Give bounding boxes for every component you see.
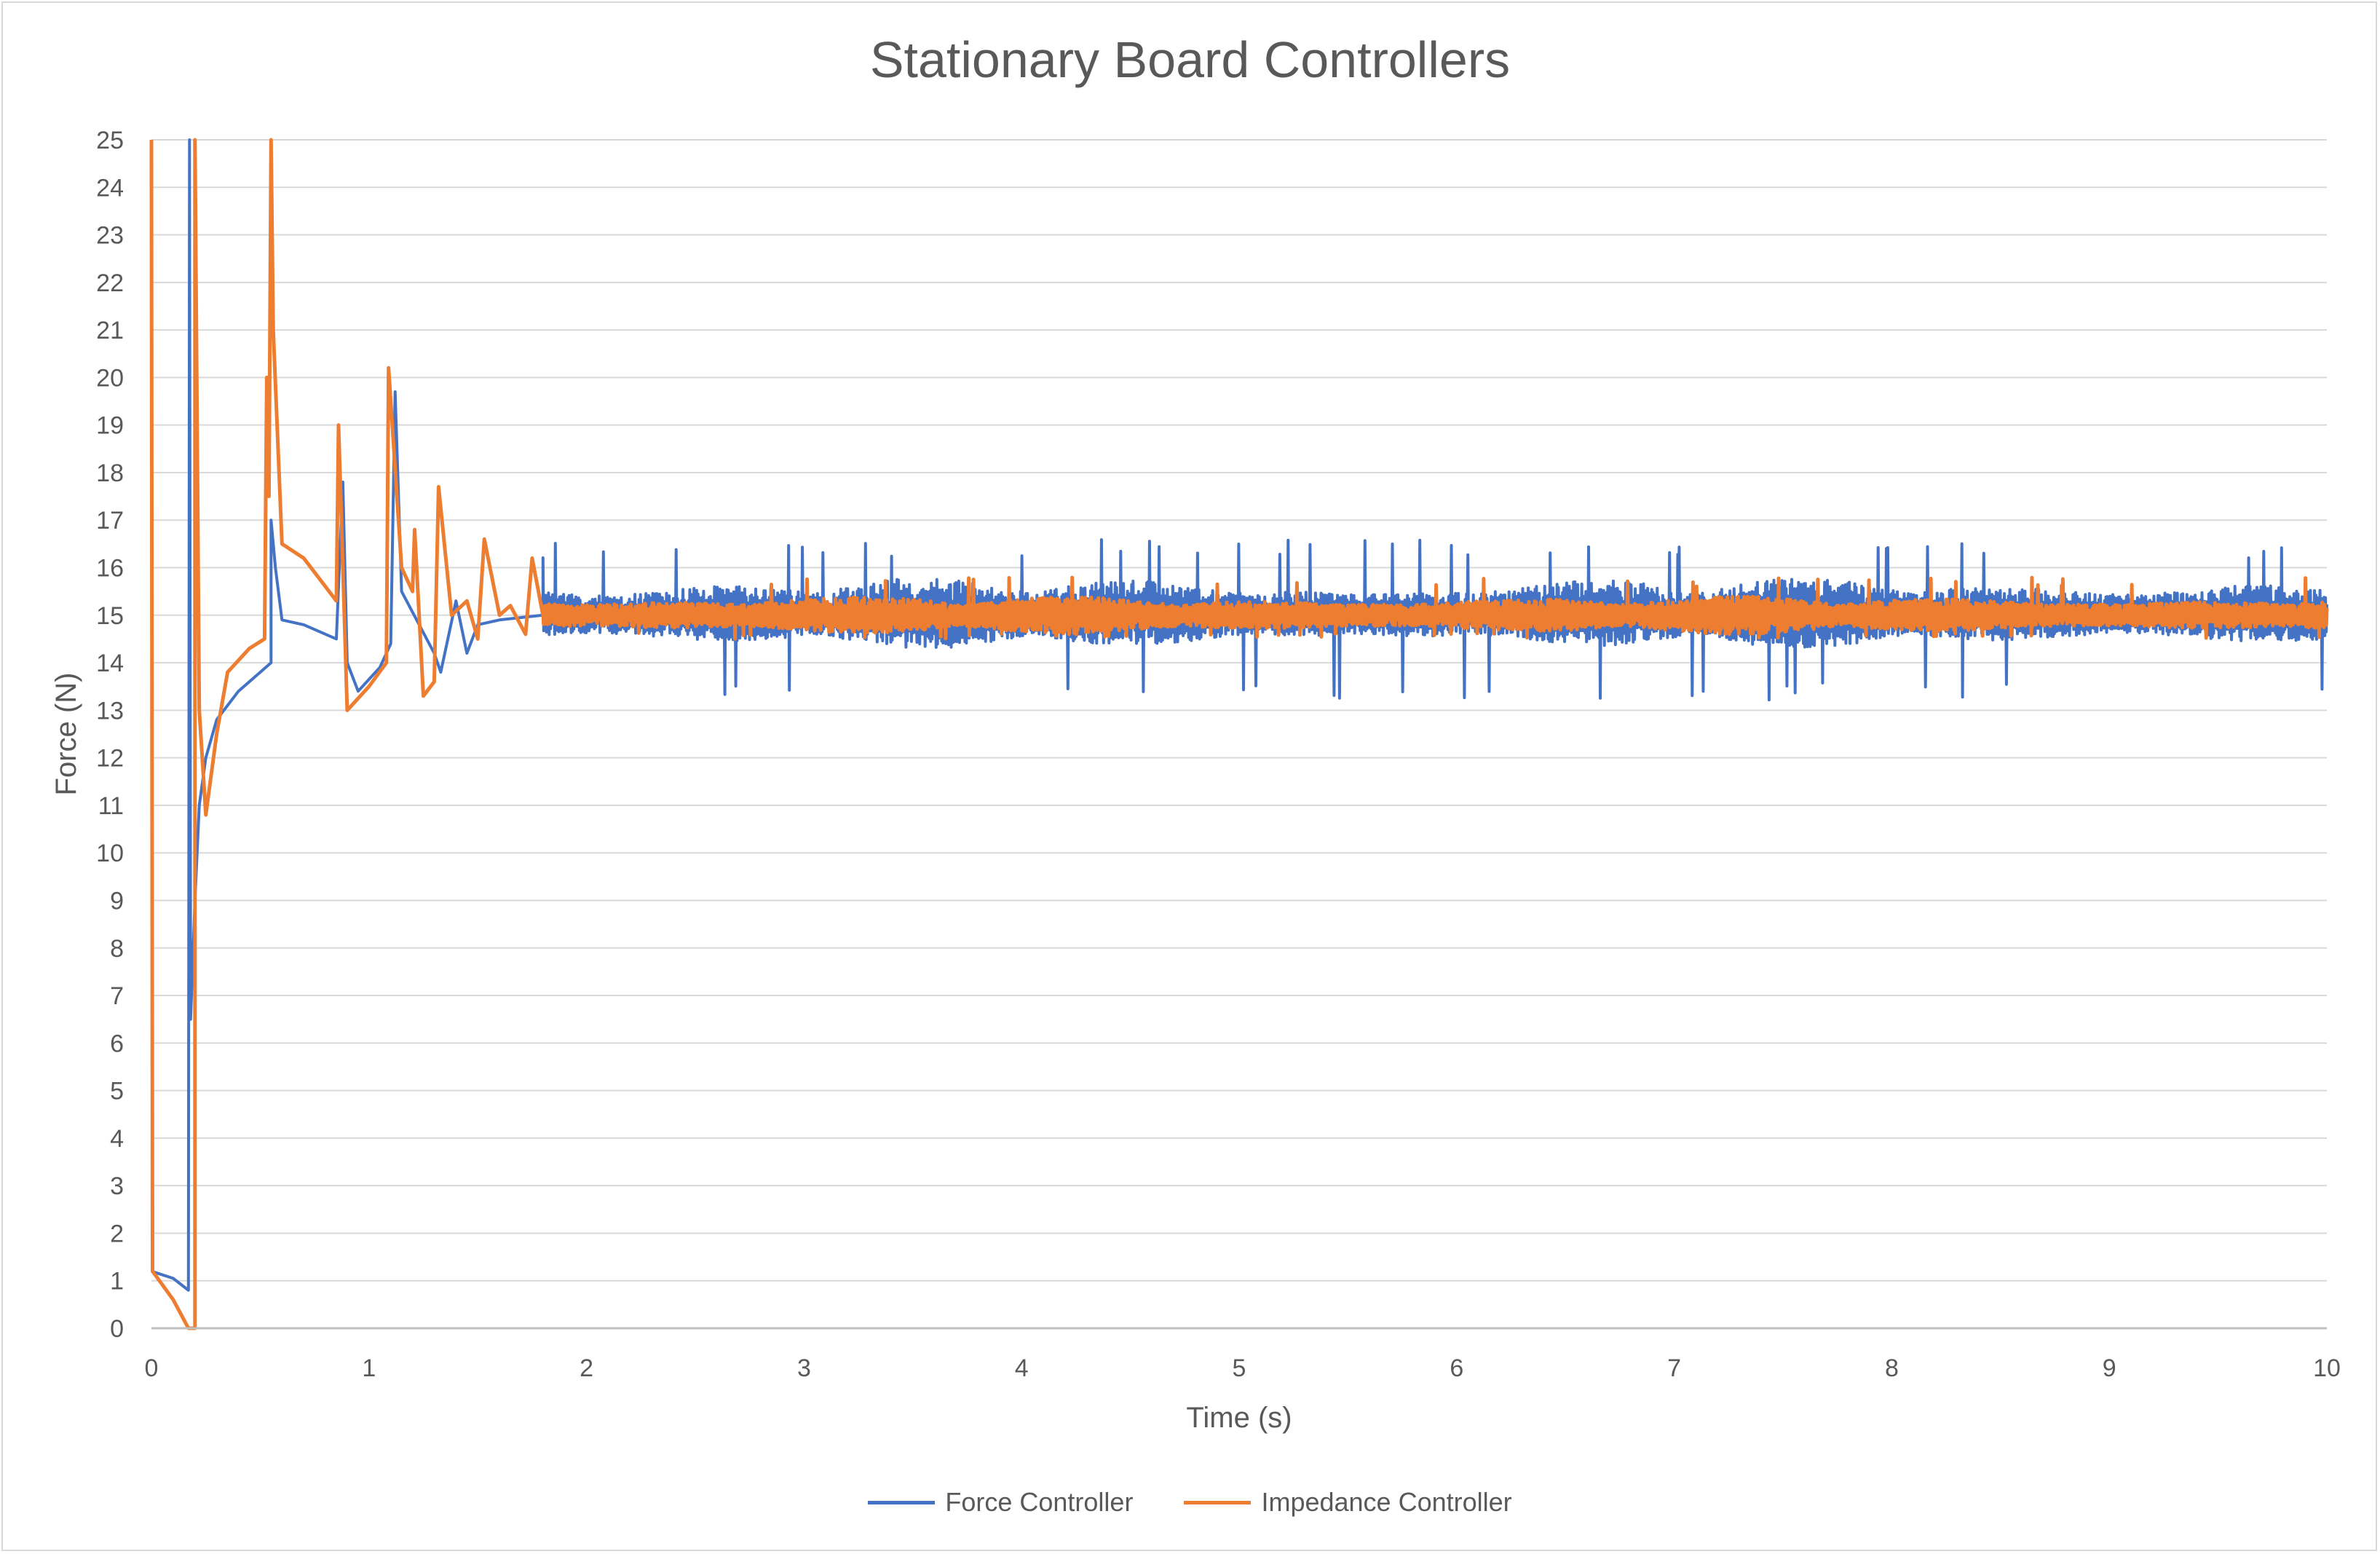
y-tick-label: 21 xyxy=(96,317,124,344)
x-tick-label: 0 xyxy=(145,1354,159,1382)
x-tick-label: 1 xyxy=(362,1354,376,1382)
y-tick-label: 3 xyxy=(110,1172,124,1200)
chart-title: Stationary Board Controllers xyxy=(869,31,1511,88)
x-tick-label: 4 xyxy=(1015,1354,1029,1382)
legend-item-impedance[interactable]: Impedance Controller xyxy=(1184,1487,1512,1518)
y-tick-label: 22 xyxy=(96,269,124,297)
y-tick-label: 10 xyxy=(96,840,124,867)
y-tick-label: 0 xyxy=(110,1315,124,1343)
x-tick-label: 9 xyxy=(2103,1354,2116,1382)
y-tick-label: 15 xyxy=(96,602,124,630)
y-tick-label: 4 xyxy=(110,1125,124,1153)
y-tick-label: 19 xyxy=(96,412,124,440)
x-tick-label: 5 xyxy=(1233,1354,1246,1382)
series-lines xyxy=(149,138,2329,1330)
y-tick-label: 24 xyxy=(96,174,124,202)
y-axis-title: Force (N) xyxy=(50,673,82,796)
y-tick-label: 2 xyxy=(110,1220,124,1247)
series-line-impedance-controller xyxy=(149,138,2329,1330)
y-tick-label: 1 xyxy=(110,1268,124,1295)
y-tick-label: 6 xyxy=(110,1030,124,1057)
x-tick-label: 6 xyxy=(1450,1354,1463,1382)
x-tick-label: 10 xyxy=(2313,1354,2341,1382)
y-tick-label: 20 xyxy=(96,364,124,392)
series-line-force-controller xyxy=(151,138,2328,1292)
y-tick-label: 5 xyxy=(110,1078,124,1105)
legend: Force Controller Impedance Controller xyxy=(0,1487,2380,1518)
x-axis-title: Time (s) xyxy=(1186,1402,1292,1434)
legend-item-force[interactable]: Force Controller xyxy=(868,1487,1133,1518)
y-tick-label: 25 xyxy=(96,127,124,154)
x-tick-label: 8 xyxy=(1885,1354,1899,1382)
y-tick-label: 8 xyxy=(110,935,124,963)
x-tick-label: 7 xyxy=(1667,1354,1681,1382)
y-tick-label: 16 xyxy=(96,555,124,583)
x-tick-label: 3 xyxy=(797,1354,811,1382)
y-tick-label: 9 xyxy=(110,887,124,915)
legend-swatch-force xyxy=(868,1500,936,1504)
y-tick-label: 12 xyxy=(96,745,124,773)
legend-label-impedance: Impedance Controller xyxy=(1261,1487,1512,1517)
y-tick-label: 11 xyxy=(98,792,124,820)
x-tick-label: 2 xyxy=(580,1354,593,1382)
y-tick-label: 13 xyxy=(96,697,124,725)
y-tick-label: 14 xyxy=(96,650,124,677)
y-tick-label: 23 xyxy=(96,222,124,250)
legend-swatch-impedance xyxy=(1184,1500,1252,1504)
tick-labels: 0123456789101112131415161718192021222324… xyxy=(96,127,2341,1382)
grid-lines xyxy=(151,139,2327,1282)
y-tick-label: 7 xyxy=(110,982,124,1010)
y-tick-label: 17 xyxy=(96,507,124,535)
legend-label-force: Force Controller xyxy=(945,1487,1134,1517)
y-tick-label: 18 xyxy=(96,460,124,487)
